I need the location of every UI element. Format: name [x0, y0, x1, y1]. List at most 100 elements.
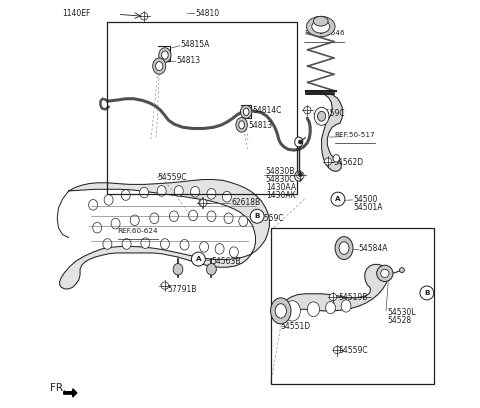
Text: 1430AA: 1430AA [266, 183, 296, 192]
Ellipse shape [191, 186, 200, 197]
Ellipse shape [160, 239, 169, 249]
Text: 54813: 54813 [177, 56, 201, 65]
Ellipse shape [89, 200, 97, 210]
Ellipse shape [215, 244, 224, 254]
Ellipse shape [200, 242, 209, 252]
Text: REF.54-546: REF.54-546 [304, 31, 345, 36]
Ellipse shape [111, 218, 120, 229]
Ellipse shape [162, 51, 168, 59]
Text: 1430AK: 1430AK [266, 191, 295, 200]
Text: 54551D: 54551D [281, 322, 311, 331]
Text: 54830B: 54830B [266, 167, 295, 176]
Ellipse shape [189, 210, 198, 221]
Ellipse shape [284, 301, 300, 321]
Ellipse shape [121, 190, 130, 200]
Text: A: A [335, 196, 341, 202]
Ellipse shape [307, 16, 335, 37]
Ellipse shape [130, 215, 139, 226]
Ellipse shape [341, 300, 351, 312]
Ellipse shape [312, 20, 330, 33]
Text: 54563B: 54563B [211, 257, 241, 266]
Text: 54815A: 54815A [181, 40, 210, 49]
Ellipse shape [318, 111, 325, 121]
Circle shape [192, 252, 205, 266]
Circle shape [250, 209, 264, 223]
Circle shape [199, 199, 206, 206]
Ellipse shape [295, 171, 303, 181]
Text: B: B [424, 290, 430, 296]
Circle shape [195, 257, 202, 264]
Text: 54559C: 54559C [157, 173, 187, 182]
Ellipse shape [224, 213, 233, 224]
Circle shape [299, 173, 302, 177]
Text: 54562D: 54562D [334, 158, 364, 167]
Circle shape [324, 158, 332, 165]
Ellipse shape [307, 302, 320, 317]
Ellipse shape [150, 213, 159, 224]
Ellipse shape [339, 242, 349, 254]
Circle shape [254, 215, 258, 219]
Text: 54559C: 54559C [254, 214, 284, 223]
Ellipse shape [325, 302, 336, 314]
Circle shape [331, 192, 345, 206]
Ellipse shape [239, 121, 244, 129]
Ellipse shape [240, 105, 252, 118]
Text: REF.50-517: REF.50-517 [335, 132, 375, 137]
Text: REF.60-624: REF.60-624 [118, 228, 158, 233]
Circle shape [161, 282, 168, 289]
Ellipse shape [169, 211, 179, 222]
Ellipse shape [207, 188, 216, 199]
Ellipse shape [156, 62, 163, 71]
Circle shape [381, 269, 389, 277]
Ellipse shape [222, 191, 231, 202]
Ellipse shape [333, 155, 339, 162]
Circle shape [141, 13, 148, 20]
Ellipse shape [295, 137, 303, 147]
Text: 54559C: 54559C [338, 346, 368, 355]
Ellipse shape [335, 237, 353, 259]
Circle shape [299, 140, 302, 144]
Ellipse shape [275, 304, 287, 318]
Ellipse shape [173, 264, 183, 275]
Ellipse shape [180, 239, 189, 250]
Ellipse shape [313, 16, 328, 26]
Text: 54810: 54810 [195, 9, 219, 18]
Circle shape [304, 106, 311, 114]
Ellipse shape [103, 239, 112, 249]
Circle shape [200, 199, 207, 206]
Ellipse shape [93, 222, 102, 233]
Ellipse shape [141, 238, 150, 248]
Ellipse shape [243, 108, 249, 115]
Text: 54528: 54528 [388, 316, 412, 325]
Text: B: B [254, 213, 260, 219]
Text: 54530L: 54530L [388, 308, 416, 317]
Text: A: A [195, 256, 201, 262]
Ellipse shape [159, 48, 171, 62]
Ellipse shape [174, 186, 183, 196]
Text: FR.: FR. [50, 384, 66, 393]
Ellipse shape [229, 247, 239, 257]
Polygon shape [276, 264, 388, 312]
Ellipse shape [236, 118, 247, 132]
Text: 54501A: 54501A [353, 203, 383, 212]
Polygon shape [310, 93, 343, 171]
Bar [271, 228, 434, 384]
Ellipse shape [207, 211, 216, 222]
Text: 54559C: 54559C [315, 109, 345, 118]
Circle shape [297, 172, 304, 179]
Text: 54814C: 54814C [252, 106, 282, 115]
Circle shape [420, 286, 434, 300]
Circle shape [399, 268, 405, 273]
Text: 54584A: 54584A [358, 244, 388, 253]
Circle shape [334, 346, 341, 354]
Text: 54500: 54500 [353, 195, 378, 204]
Circle shape [329, 293, 336, 301]
Polygon shape [60, 180, 269, 289]
Polygon shape [64, 389, 77, 397]
Ellipse shape [140, 187, 149, 198]
Bar [108, 22, 297, 194]
Text: 54830C: 54830C [266, 175, 295, 184]
Text: 62618B: 62618B [231, 198, 260, 207]
Ellipse shape [153, 58, 166, 74]
Ellipse shape [104, 195, 113, 205]
